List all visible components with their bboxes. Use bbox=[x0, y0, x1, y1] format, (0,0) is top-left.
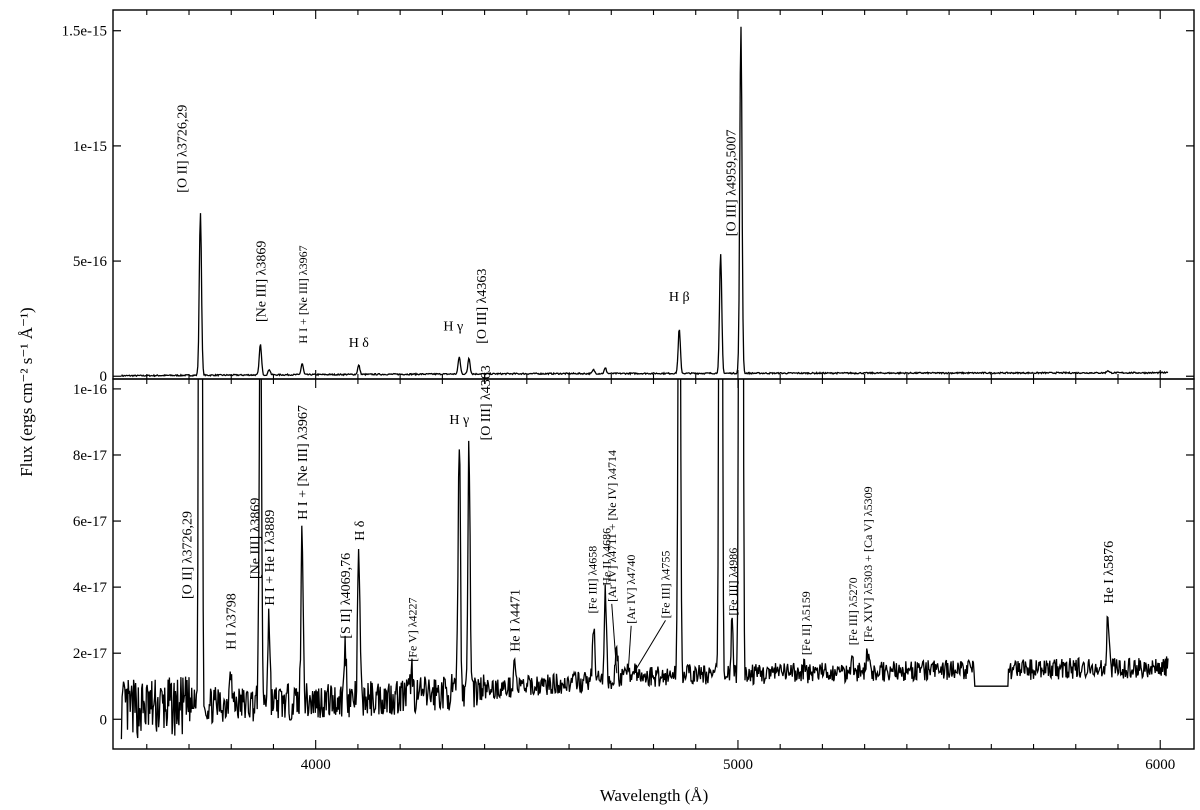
emission-line-label: He I λ4471 bbox=[509, 589, 524, 652]
y-tick-label: 0 bbox=[100, 369, 108, 385]
panel-top: 0 5e-16 1e-15 1.5e-15 [O II] λ3726,29 [Ne III… bbox=[62, 9, 1195, 385]
emission-line-label: H I + [Ne III] λ3967 bbox=[296, 245, 310, 343]
emission-line-label: [O II] λ3726,29 bbox=[175, 105, 190, 193]
emission-line-label: [Fe III] λ4986 bbox=[726, 548, 740, 616]
emission-line-label: H β bbox=[669, 290, 690, 305]
emission-line-label: [Fe III] λ5270 bbox=[846, 577, 860, 645]
emission-line-label: [O III] λ4363 bbox=[475, 269, 490, 344]
emission-line-label: [Fe III] λ4755 bbox=[659, 551, 673, 619]
y-tick-label: 0 bbox=[100, 712, 108, 728]
label-leader-line bbox=[634, 620, 666, 673]
emission-line-label: [Ne III] λ3869 bbox=[248, 498, 263, 579]
emission-line-label: H δ bbox=[353, 520, 368, 541]
label-leader-line bbox=[627, 625, 632, 673]
y-tick-label: 2e-17 bbox=[73, 646, 108, 662]
emission-line-label: [Fe III] λ4658 bbox=[586, 546, 600, 614]
plot-frame bbox=[112, 9, 1195, 380]
emission-line-label: H I + [Ne III] λ3967 bbox=[296, 405, 311, 520]
y-tick-label: 4e-17 bbox=[73, 580, 108, 596]
x-axis-title: Wavelength (Å) bbox=[600, 786, 709, 805]
y-tick-label: 1.5e-15 bbox=[62, 24, 107, 40]
y-tick-label: 6e-17 bbox=[73, 514, 108, 530]
y-tick-label: 8e-17 bbox=[73, 448, 108, 464]
emission-line-label: [Fe II] λ5159 bbox=[799, 591, 813, 655]
emission-line-label: [O III] λ4363 bbox=[479, 365, 494, 440]
panel-bottom: 0 2e-17 4e-17 6e-17 8e-17 1e-16 4000 5000 6000 [O… bbox=[73, 365, 1195, 773]
x-tick-label: 5000 bbox=[723, 757, 753, 773]
emission-line-label: He I λ5876 bbox=[1102, 541, 1117, 604]
emission-line-label: [Ne III] λ3869 bbox=[254, 241, 269, 322]
label-leader-line bbox=[611, 603, 618, 674]
x-tick-label: 6000 bbox=[1145, 757, 1175, 773]
emission-line-label: He II λ4686 bbox=[599, 528, 613, 586]
emission-line-label: [Fe V] λ4227 bbox=[406, 597, 420, 661]
y-tick-label: 1e-16 bbox=[73, 382, 108, 398]
emission-line-label: [O II] λ3726,29 bbox=[180, 511, 195, 599]
emission-line-label: [Ar IV] λ4740 bbox=[624, 555, 638, 624]
emission-line-label: [Ar IV] λ4711 + [Ne IV] λ4714 bbox=[605, 450, 619, 602]
emission-line-label: H δ bbox=[349, 336, 370, 351]
y-axis-title: Flux (ergs cm⁻² s⁻¹ Å⁻¹) bbox=[17, 307, 36, 476]
emission-line-label: [Fe XIV] λ5303 + [Ca V] λ5309 bbox=[861, 486, 875, 642]
y-tick-label: 5e-16 bbox=[73, 254, 108, 270]
emission-line-label: H I + He I λ3889 bbox=[263, 510, 278, 606]
emission-line-label: [O III] λ4959,5007 bbox=[725, 129, 740, 236]
emission-line-label: H I λ3798 bbox=[224, 593, 239, 650]
x-tick-label: 4000 bbox=[301, 757, 331, 773]
y-tick-label: 1e-15 bbox=[73, 139, 107, 155]
emission-line-label: H γ bbox=[449, 413, 469, 428]
emission-line-label: H γ bbox=[443, 320, 463, 335]
emission-line-label: [S II] λ4069,76 bbox=[339, 553, 354, 639]
spectrum-line bbox=[120, 379, 1169, 740]
spectrum-line bbox=[120, 26, 1169, 378]
